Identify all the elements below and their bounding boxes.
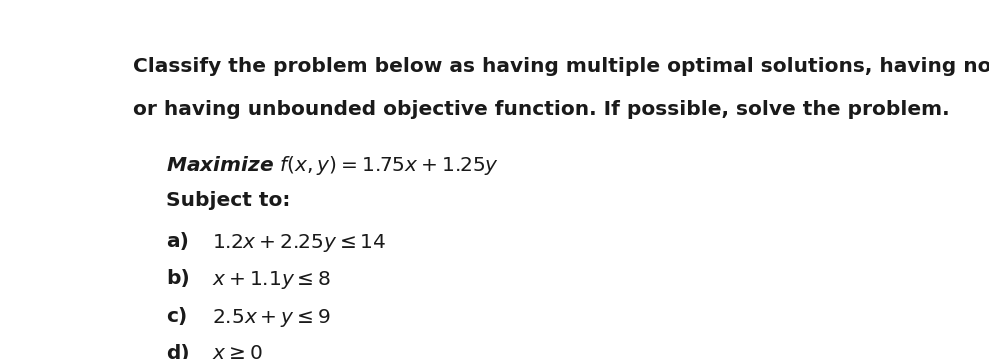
Text: a): a)	[166, 232, 189, 251]
Text: $2.5x + y \leq 9$: $2.5x + y \leq 9$	[212, 307, 330, 328]
Text: Maximize $f(x, y) = 1.75x + 1.25y$: Maximize $f(x, y) = 1.75x + 1.25y$	[166, 154, 498, 177]
Text: $1.2x + 2.25y \leq 14$: $1.2x + 2.25y \leq 14$	[212, 232, 386, 254]
Text: b): b)	[166, 269, 190, 288]
Text: Subject to:: Subject to:	[166, 191, 290, 210]
Text: $x + 1.1y \leq 8$: $x + 1.1y \leq 8$	[212, 269, 331, 292]
Text: c): c)	[166, 307, 187, 326]
Text: Classify the problem below as having multiple optimal solutions, having no feasi: Classify the problem below as having mul…	[133, 57, 989, 76]
Text: $x \geq 0$: $x \geq 0$	[212, 344, 262, 359]
Text: d): d)	[166, 344, 190, 359]
Text: or having unbounded objective function. If possible, solve the problem.: or having unbounded objective function. …	[133, 100, 949, 119]
